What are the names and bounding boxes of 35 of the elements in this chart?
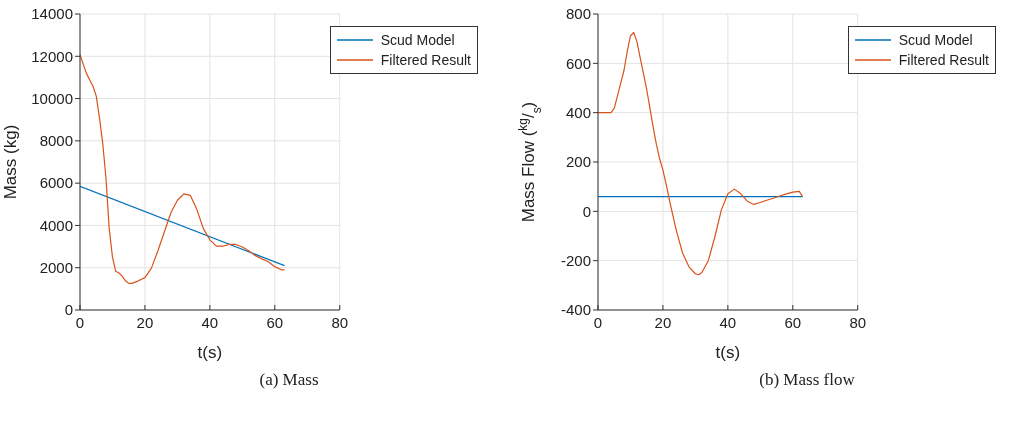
y-tick-label: 600 bbox=[565, 54, 591, 72]
x-axis-title: t(s) bbox=[715, 343, 741, 362]
legend-label: Scud Model bbox=[898, 31, 973, 50]
y-tick-label: -400 bbox=[560, 301, 591, 319]
x-tick-label: 60 bbox=[266, 313, 284, 331]
y-tick-label: 400 bbox=[565, 103, 591, 121]
x-tick-label: 40 bbox=[201, 313, 219, 331]
text: (b) Mass flow bbox=[758, 370, 856, 390]
y-tick-label: 0 bbox=[582, 202, 591, 220]
y-tick-label: 800 bbox=[565, 5, 591, 23]
legend-label: Filtered Result bbox=[380, 51, 471, 70]
y-tick-label: 6000 bbox=[39, 174, 73, 192]
y-tick-label: 4000 bbox=[39, 216, 73, 234]
x-axis-title: t(s) bbox=[197, 343, 223, 362]
text: (a) Mass bbox=[258, 370, 320, 390]
y-tick-label: 2000 bbox=[39, 259, 73, 277]
y-axis-title: Mass (kg) bbox=[1, 124, 20, 200]
x-tick-label: 80 bbox=[849, 313, 867, 331]
y-tick-label: 10000 bbox=[31, 89, 73, 107]
y-tick-label: 0 bbox=[64, 301, 73, 319]
x-tick-label: 20 bbox=[136, 313, 154, 331]
x-tick-label: 60 bbox=[784, 313, 802, 331]
x-tick-label: 0 bbox=[593, 313, 603, 331]
legend-label: Scud Model bbox=[380, 31, 455, 50]
y-tick-label: 14000 bbox=[31, 5, 73, 23]
x-tick-label: 20 bbox=[654, 313, 672, 331]
line-series bbox=[598, 31, 804, 276]
x-tick-label: 0 bbox=[75, 313, 85, 331]
x-tick-label: 40 bbox=[719, 313, 737, 331]
y-tick-label: 8000 bbox=[39, 132, 73, 150]
y-tick-label: 200 bbox=[565, 153, 591, 171]
y-tick-label: -200 bbox=[560, 251, 591, 269]
y-tick-label: 12000 bbox=[31, 47, 73, 65]
legend-label: Filtered Result bbox=[898, 51, 989, 70]
x-tick-label: 80 bbox=[331, 313, 349, 331]
